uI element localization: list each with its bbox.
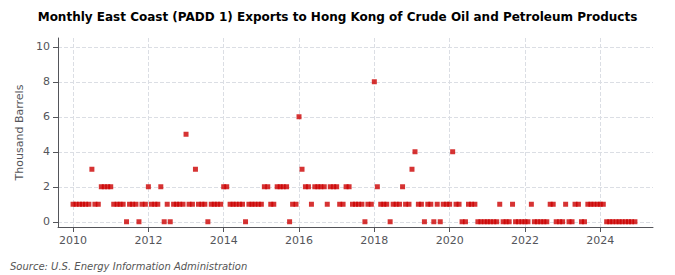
svg-text:2016: 2016 <box>285 234 313 247</box>
svg-text:2010: 2010 <box>59 234 87 247</box>
svg-text:0: 0 <box>43 215 50 228</box>
svg-text:2020: 2020 <box>436 234 464 247</box>
svg-text:Source: U.S. Energy Informatio: Source: U.S. Energy Information Administ… <box>10 261 247 272</box>
svg-text:Thousand Barrels: Thousand Barrels <box>13 84 26 181</box>
svg-text:6: 6 <box>43 110 50 123</box>
svg-text:2014: 2014 <box>210 234 238 247</box>
svg-text:2: 2 <box>43 180 50 193</box>
svg-text:Monthly East Coast (PADD 1) Ex: Monthly East Coast (PADD 1) Exports to H… <box>38 10 638 24</box>
svg-text:10: 10 <box>36 40 50 53</box>
svg-text:4: 4 <box>43 145 50 158</box>
svg-text:2024: 2024 <box>586 234 614 247</box>
svg-text:2012: 2012 <box>134 234 162 247</box>
svg-text:2022: 2022 <box>511 234 539 247</box>
svg-text:8: 8 <box>43 75 50 88</box>
svg-text:2018: 2018 <box>360 234 388 247</box>
